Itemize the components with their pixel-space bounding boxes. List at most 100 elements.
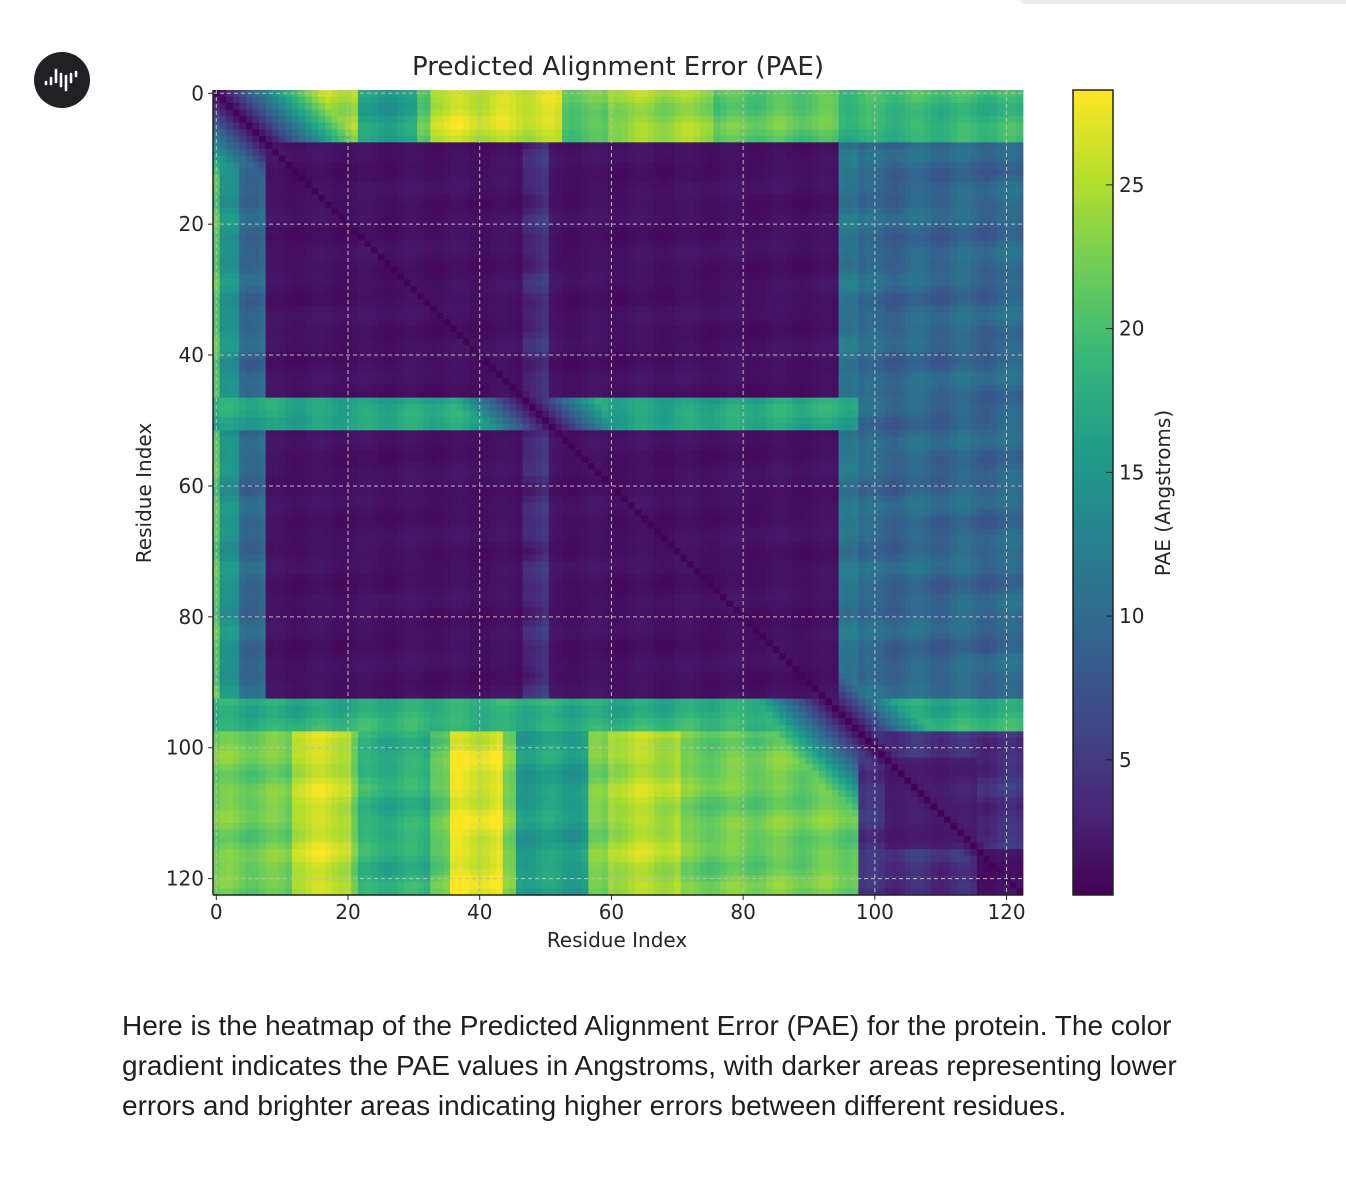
heatmap-cell bbox=[621, 279, 629, 287]
heatmap-cell bbox=[601, 201, 609, 209]
heatmap-cell bbox=[285, 286, 293, 294]
heatmap-cell bbox=[390, 175, 398, 183]
heatmap-cell bbox=[463, 227, 471, 235]
heatmap-cell bbox=[1009, 194, 1017, 202]
heatmap-cell bbox=[963, 233, 971, 241]
heatmap-cell bbox=[950, 188, 958, 196]
heatmap-cell bbox=[364, 292, 372, 300]
heatmap-cell bbox=[450, 201, 458, 209]
heatmap-cell bbox=[324, 181, 332, 189]
heatmap-cell bbox=[897, 201, 905, 209]
heatmap-cell bbox=[753, 253, 760, 261]
heatmap-cell bbox=[515, 345, 523, 353]
heatmap-cell bbox=[825, 214, 833, 222]
heatmap-cell bbox=[818, 103, 826, 111]
heatmap-cell bbox=[976, 345, 984, 353]
heatmap-cell bbox=[417, 122, 425, 130]
heatmap-cell bbox=[226, 103, 234, 111]
heatmap-cell bbox=[509, 129, 517, 137]
heatmap-cell bbox=[568, 201, 576, 209]
heatmap-cell bbox=[390, 129, 398, 137]
heatmap-cell bbox=[706, 109, 714, 117]
heatmap-cell bbox=[311, 168, 319, 176]
heatmap-cell bbox=[700, 299, 708, 307]
heatmap-cell bbox=[667, 161, 675, 169]
heatmap-cell bbox=[515, 266, 523, 274]
heatmap-cell bbox=[338, 305, 346, 313]
heatmap-cell bbox=[581, 168, 589, 176]
heatmap-cell bbox=[739, 142, 747, 150]
heatmap-cell bbox=[430, 227, 438, 235]
heatmap-cell bbox=[805, 312, 813, 320]
heatmap-cell bbox=[614, 214, 622, 222]
heatmap-cell bbox=[772, 233, 780, 241]
heatmap-cell bbox=[720, 305, 728, 313]
heatmap-cell bbox=[219, 181, 227, 189]
heatmap-cell bbox=[911, 292, 919, 300]
heatmap-cell bbox=[226, 148, 234, 156]
heatmap-cell bbox=[298, 325, 306, 333]
heatmap-cell bbox=[311, 305, 319, 313]
heatmap-cell bbox=[726, 286, 734, 294]
heatmap-cell bbox=[278, 273, 286, 281]
heatmap-cell bbox=[562, 188, 570, 196]
heatmap-cell bbox=[634, 299, 642, 307]
heatmap-cell bbox=[983, 338, 991, 346]
heatmap-cell bbox=[627, 194, 635, 202]
heatmap-cell bbox=[1009, 161, 1017, 169]
heatmap-cell bbox=[627, 207, 635, 215]
heatmap-cell bbox=[265, 201, 273, 209]
heatmap-cell bbox=[496, 247, 504, 255]
heatmap-cell bbox=[976, 142, 984, 150]
heatmap-cell bbox=[976, 299, 984, 307]
heatmap-cell bbox=[476, 266, 484, 274]
heatmap-cell bbox=[924, 325, 932, 333]
heatmap-cell bbox=[410, 194, 418, 202]
heatmap-cell bbox=[384, 129, 392, 137]
heatmap-cell bbox=[423, 332, 431, 340]
heatmap-cell bbox=[647, 332, 655, 340]
heatmap-cell bbox=[720, 240, 728, 248]
heatmap-cell bbox=[496, 305, 504, 313]
heatmap-cell bbox=[430, 325, 438, 333]
heatmap-cell bbox=[930, 207, 938, 215]
heatmap-cell bbox=[983, 233, 991, 241]
heatmap-cell bbox=[917, 305, 925, 313]
heatmap-cell bbox=[265, 135, 273, 143]
heatmap-cell bbox=[226, 109, 234, 117]
heatmap-cell bbox=[351, 332, 359, 340]
heatmap-cell bbox=[937, 207, 945, 215]
heatmap-cell bbox=[673, 201, 681, 209]
heatmap-cell bbox=[608, 155, 616, 163]
heatmap-cell bbox=[937, 129, 945, 137]
heatmap-cell bbox=[891, 188, 899, 196]
heatmap-cell bbox=[265, 325, 273, 333]
heatmap-cell bbox=[792, 116, 800, 124]
heatmap-cell bbox=[891, 319, 899, 327]
heatmap-cell bbox=[502, 227, 510, 235]
heatmap-cell bbox=[779, 161, 787, 169]
heatmap-cell bbox=[660, 227, 668, 235]
heatmap-cell bbox=[489, 148, 497, 156]
heatmap-cell bbox=[785, 325, 793, 333]
heatmap-cell bbox=[805, 338, 813, 346]
heatmap-cell bbox=[575, 116, 583, 124]
heatmap-cell bbox=[423, 175, 431, 183]
heatmap-cell bbox=[305, 214, 313, 222]
heatmap-cell bbox=[384, 122, 392, 130]
heatmap-cell bbox=[799, 345, 807, 353]
heatmap-cell bbox=[245, 312, 253, 320]
heatmap-cell bbox=[911, 201, 919, 209]
heatmap-cell bbox=[1016, 279, 1024, 287]
heatmap-cell bbox=[726, 175, 734, 183]
heatmap-cell bbox=[838, 168, 846, 176]
heatmap-cell bbox=[924, 247, 932, 255]
heatmap-cell bbox=[990, 260, 998, 268]
heatmap-cell bbox=[357, 188, 365, 196]
heatmap-cell bbox=[594, 181, 602, 189]
heatmap-cell bbox=[232, 266, 240, 274]
heatmap-cell bbox=[818, 266, 826, 274]
heatmap-cell bbox=[476, 148, 484, 156]
heatmap-cell bbox=[864, 207, 872, 215]
heatmap-cell bbox=[1009, 188, 1017, 196]
